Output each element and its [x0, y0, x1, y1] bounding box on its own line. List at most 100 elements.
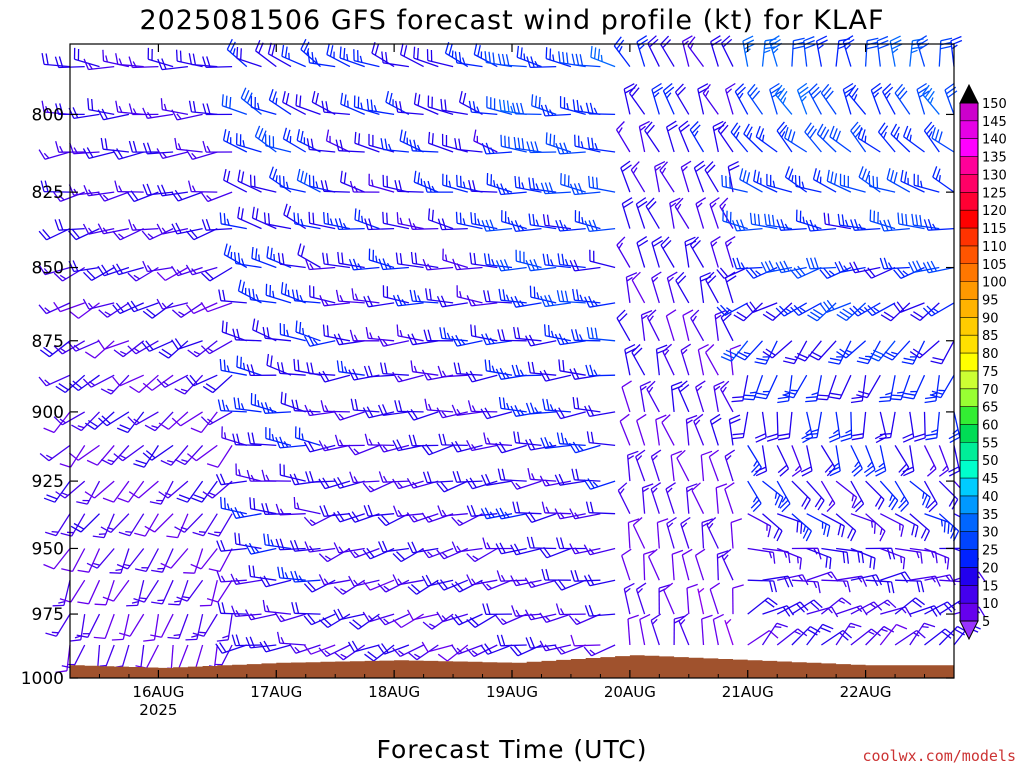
wind-barb: [655, 414, 667, 446]
wind-barb: [914, 411, 926, 442]
wind-barb: [94, 579, 115, 606]
wind-barb: [436, 407, 468, 419]
wind-barb: [394, 180, 424, 193]
wind-barb: [306, 138, 336, 153]
wind-barb: [69, 302, 100, 319]
wind-barb: [528, 213, 557, 230]
wind-barb: [745, 266, 778, 279]
wind-barb: [648, 548, 660, 581]
wind-barb: [526, 56, 557, 69]
wind-barb: [665, 309, 677, 341]
wind-barb: [320, 180, 350, 193]
wind-barb: [646, 309, 660, 342]
wind-barb: [215, 642, 248, 654]
wind-barb: [133, 445, 159, 468]
wind-barb: [392, 613, 424, 629]
wind-barb: [217, 399, 247, 413]
colorbar-label: 85: [982, 329, 999, 344]
wind-barb: [702, 83, 719, 115]
wind-barb: [45, 613, 71, 637]
wind-barb: [777, 411, 793, 441]
wind-barb: [363, 504, 395, 517]
wind-barb: [452, 470, 483, 483]
wind-barb: [174, 374, 204, 395]
colorbar-swatch: [960, 406, 978, 426]
wind-barb: [406, 409, 439, 421]
wind-barb: [509, 479, 542, 490]
wind-barb: [215, 473, 247, 486]
wind-barb: [413, 92, 439, 115]
colorbar-swatch: [960, 353, 978, 372]
wind-barb: [363, 365, 395, 378]
wind-barb: [237, 206, 262, 230]
wind-barb: [701, 518, 714, 549]
wind-barb: [392, 505, 424, 517]
wind-barb: [877, 122, 896, 153]
colorbar-label: 20: [982, 561, 999, 576]
wind-barb: [685, 483, 698, 514]
wind-barb: [76, 613, 101, 638]
wind-barb: [275, 538, 306, 551]
wind-barb: [151, 548, 174, 573]
wind-barb: [84, 480, 115, 499]
wind-barb: [219, 212, 247, 230]
wind-barb: [294, 426, 321, 447]
wind-barb: [791, 513, 812, 542]
wind-barb: [486, 172, 513, 193]
wind-barb: [675, 271, 690, 304]
wind-barb: [631, 344, 646, 376]
wind-barb: [621, 548, 632, 581]
wind-barb: [304, 404, 336, 417]
wind-barb: [556, 290, 586, 304]
wind-barb: [68, 444, 100, 461]
wind-barb: [408, 218, 439, 230]
wind-barb: [513, 326, 542, 342]
wind-barb: [200, 340, 233, 355]
wind-barb: [755, 445, 768, 477]
wind-barb: [322, 324, 351, 342]
wind-barb: [745, 301, 778, 314]
wind-barb: [55, 374, 86, 394]
wind-barb: [754, 411, 767, 443]
wind-barb: [938, 480, 959, 510]
wind-barb: [59, 445, 86, 468]
wind-barb: [704, 161, 719, 193]
wind-barb: [119, 613, 145, 637]
wind-barb: [436, 295, 468, 308]
wind-barb: [693, 160, 706, 193]
wind-barb: [879, 219, 910, 232]
wind-barb: [61, 644, 86, 669]
wind-barb: [724, 482, 735, 514]
wind-barb: [481, 142, 513, 155]
wind-barb: [636, 236, 649, 268]
wind-barb: [525, 258, 557, 272]
wind-barb: [407, 644, 439, 661]
wind-barb: [160, 98, 189, 116]
wind-barb: [246, 469, 277, 482]
wind-barb: [208, 548, 233, 573]
wind-barb: [889, 374, 911, 401]
colorbar-label: 40: [982, 490, 999, 505]
wind-barb: [863, 445, 876, 477]
wind-barb: [143, 614, 160, 642]
credit-link[interactable]: coolwx.com/models: [862, 747, 1016, 765]
wind-barb: [437, 505, 468, 517]
wind-barb: [823, 212, 852, 230]
wind-barb: [427, 208, 454, 230]
wind-barb: [221, 94, 248, 116]
wind-barb: [762, 340, 793, 359]
wind-barb: [118, 513, 145, 537]
wind-barb: [542, 214, 571, 230]
wind-barb: [784, 127, 808, 153]
wind-barb: [510, 644, 542, 657]
wind-barb: [774, 84, 793, 115]
wind-barb: [620, 160, 632, 193]
wind-barb: [923, 445, 937, 477]
chart-title: 2025081506 GFS forecast wind profile (kt…: [139, 5, 884, 36]
wind-barb: [366, 98, 395, 116]
colorbar-label: 65: [982, 401, 999, 416]
wind-barb: [293, 496, 321, 515]
wind-barb: [482, 603, 513, 616]
wind-barb: [421, 641, 454, 653]
wind-barb: [127, 411, 159, 426]
